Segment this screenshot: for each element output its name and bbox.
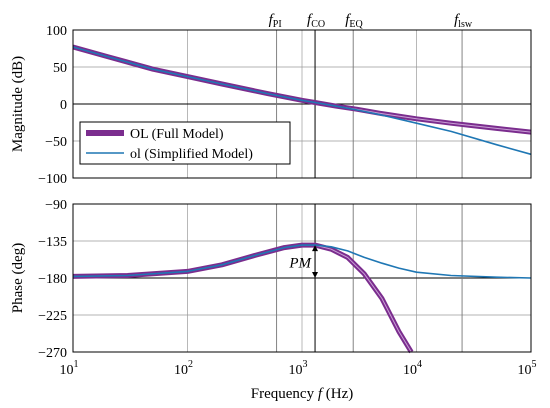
y-tick-label: −225 bbox=[38, 309, 67, 324]
x-axis-label: Frequency f (Hz) bbox=[251, 386, 353, 402]
phase-y-ticks: −90 −135 −180 −225 −270 bbox=[38, 198, 67, 361]
phase-margin-arrowhead-bottom bbox=[312, 272, 319, 278]
frequency-marker-label: fPI bbox=[269, 12, 282, 30]
y-tick-label: −100 bbox=[38, 172, 67, 187]
frequency-marker-labels: fPI fCO fEQ flsw bbox=[269, 12, 473, 30]
legend: OL (Full Model) ol (Simplified Model) bbox=[79, 121, 291, 165]
phase-frame bbox=[72, 203, 532, 353]
y-tick-label: −50 bbox=[45, 135, 67, 150]
magnitude-panel: 100 50 0 −50 −100 Magnitude (dB) OL (Full Mo… bbox=[10, 24, 532, 187]
frequency-marker-label: flsw bbox=[454, 12, 473, 30]
phase-margin-annotation: PM bbox=[288, 245, 319, 278]
series-line-simplified-model bbox=[72, 244, 532, 279]
frequency-marker-label: fEQ bbox=[345, 12, 363, 30]
magnitude-y-label: Magnitude (dB) bbox=[10, 56, 26, 152]
phase-margin-label: PM bbox=[288, 256, 312, 272]
x-tick-label: 105 bbox=[518, 359, 537, 378]
y-tick-label: 0 bbox=[60, 98, 67, 113]
x-tick-label: 103 bbox=[289, 359, 308, 378]
phase-y-label: Phase (deg) bbox=[10, 243, 26, 313]
series-line-simplified-model bbox=[72, 46, 532, 156]
y-tick-label: 100 bbox=[46, 24, 67, 39]
phase-margin-arrowhead-top bbox=[312, 245, 319, 252]
phase-x-ticks: 101 102 103 104 105 bbox=[60, 359, 537, 378]
legend-label-full: OL (Full Model) bbox=[130, 127, 224, 142]
magnitude-frame bbox=[72, 29, 532, 179]
magnitude-y-ticks: 100 50 0 −50 −100 bbox=[38, 24, 67, 187]
y-tick-label: −270 bbox=[38, 346, 67, 361]
y-tick-label: −180 bbox=[38, 272, 67, 287]
x-tick-label: 102 bbox=[174, 359, 193, 378]
magnitude-series bbox=[72, 44, 532, 156]
x-tick-label: 104 bbox=[403, 359, 422, 378]
frequency-marker-label: fCO bbox=[307, 12, 325, 30]
x-tick-label: 101 bbox=[60, 359, 79, 378]
phase-series bbox=[72, 242, 532, 354]
phase-panel: PM −90 −135 −180 −225 −270 101 102 103 104 105 P… bbox=[10, 198, 537, 402]
y-tick-label: −135 bbox=[38, 235, 67, 250]
y-tick-label: −90 bbox=[45, 198, 67, 213]
legend-box bbox=[79, 121, 291, 165]
y-tick-label: 50 bbox=[53, 61, 67, 76]
legend-label-simplified: ol (Simplified Model) bbox=[130, 147, 253, 162]
